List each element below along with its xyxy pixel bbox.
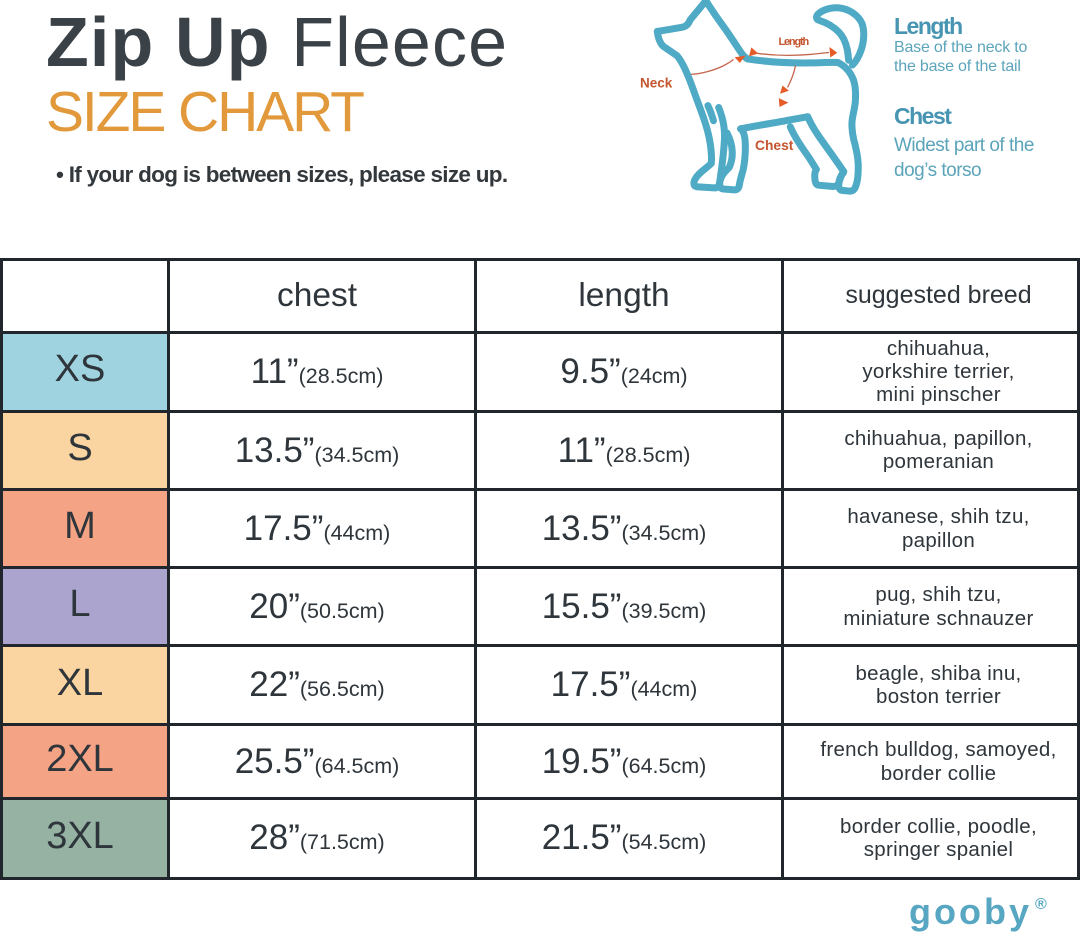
svg-text:Neck: Neck <box>640 75 673 90</box>
svg-text:Length: Length <box>779 36 810 48</box>
svg-text:Chest: Chest <box>755 138 794 153</box>
